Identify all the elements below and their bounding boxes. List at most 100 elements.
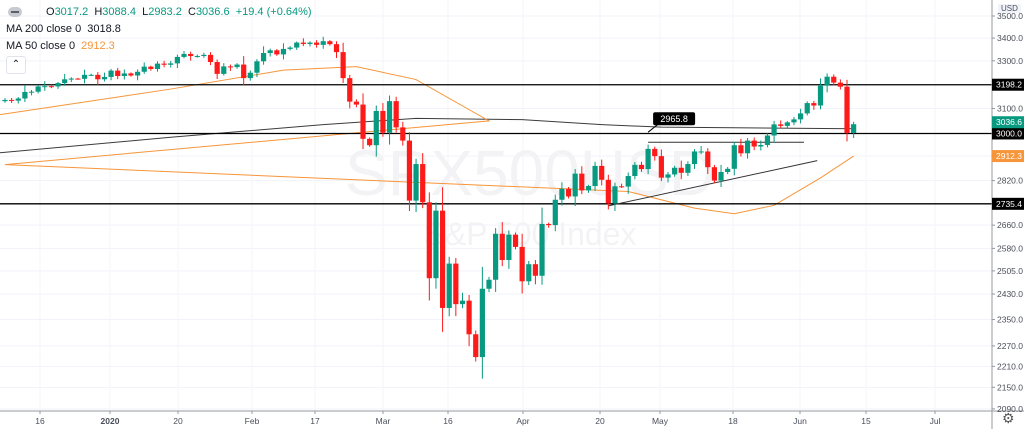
candle [512, 232, 519, 250]
candle-body [294, 42, 300, 48]
candle-body [532, 264, 538, 276]
candle-body [380, 110, 386, 133]
ma50-line [0, 66, 854, 215]
time-tick-label: 20 [173, 416, 183, 426]
candle [42, 81, 48, 91]
ma50-label: MA 50 close 0 [6, 40, 76, 52]
time-tick-label: Mar [376, 416, 391, 426]
candle-body [817, 85, 824, 106]
trendline [608, 160, 818, 207]
candle-body [214, 61, 220, 74]
candle [101, 72, 108, 82]
candle-body [400, 127, 406, 141]
candle-body [373, 110, 379, 146]
candle-body [691, 151, 698, 165]
candle [22, 85, 28, 102]
candle [260, 46, 267, 65]
close-value: 3036.6 [195, 6, 230, 18]
ma50-price-tag-bg [992, 150, 1024, 163]
gear-icon[interactable]: ⚙ [1002, 410, 1015, 426]
price-tick-label: 2660.0 [997, 220, 1023, 230]
candle-body [784, 122, 790, 126]
price-tick-label: 2210.0 [997, 361, 1023, 371]
candle [48, 84, 55, 89]
candle [95, 72, 101, 85]
candle [221, 63, 227, 76]
candle [744, 138, 751, 159]
ohlc-values: O3017.2 H3088.4 L2983.2 C3036.6 +19.4 (+… [46, 6, 312, 18]
candle-body [493, 233, 499, 280]
candle [665, 172, 671, 183]
candle [804, 101, 810, 116]
candle-body [479, 288, 485, 358]
candle [784, 121, 790, 129]
candle-body [546, 223, 552, 226]
time-tick-label: Jul [930, 416, 941, 426]
candle [446, 256, 452, 317]
candle-body [188, 53, 194, 57]
candle [227, 64, 234, 71]
candle [68, 77, 74, 83]
candle-body [161, 63, 167, 65]
ma50-legend[interactable]: MA 50 close 0 2912.3 [6, 40, 115, 52]
level-price-tag: 2735.4 [996, 199, 1022, 209]
candle-body [804, 103, 810, 114]
candle-body [539, 223, 545, 276]
candle-body [605, 179, 611, 204]
candle-body [327, 41, 333, 45]
annotation-label: 2965.8 [660, 114, 688, 124]
candle-body [658, 156, 664, 178]
candle-body [831, 76, 837, 83]
candle [725, 166, 731, 175]
candle-body [824, 76, 830, 86]
candle [718, 164, 724, 187]
candle [135, 69, 141, 81]
candle [174, 54, 180, 69]
candle-body [101, 76, 108, 80]
time-tick-label: 15 [861, 416, 871, 426]
candle [201, 52, 207, 58]
candle-body [62, 79, 68, 84]
candle-body [115, 70, 121, 76]
candle [386, 95, 393, 145]
candle-body [473, 334, 479, 358]
candle [539, 207, 545, 285]
price-tick-label: 2820.0 [997, 176, 1023, 186]
hide-legend-icon[interactable] [8, 7, 22, 17]
candle-body [386, 101, 393, 133]
candle [632, 162, 638, 180]
candle-body [844, 86, 850, 133]
candle-body [685, 164, 691, 173]
price-tick-label: 2430.0 [997, 289, 1023, 299]
time-tick-label: 17 [310, 416, 320, 426]
candle [652, 146, 658, 161]
price-tick-label: 3500.0 [997, 11, 1023, 21]
candle-body [625, 176, 631, 187]
candle-body [28, 91, 35, 93]
candle-body [751, 140, 757, 147]
high-label: H [94, 6, 103, 18]
chevron-up-icon[interactable]: ⌃ [6, 56, 26, 74]
candle [439, 187, 446, 332]
price-tick-label: 2580.0 [997, 243, 1023, 253]
candle-body [632, 164, 638, 177]
candle-body [35, 86, 41, 92]
ma200-legend[interactable]: MA 200 close 0 3018.8 [6, 23, 121, 35]
candle-body [678, 167, 684, 173]
candle [88, 73, 94, 77]
candle [625, 172, 631, 194]
price-tick-label: 3100.0 [997, 103, 1023, 113]
candle-body [135, 71, 141, 76]
candle [340, 42, 346, 84]
candle [466, 294, 472, 347]
candle [585, 184, 592, 193]
candle-body [201, 54, 207, 57]
candle-body [486, 279, 492, 289]
candle [758, 140, 764, 151]
time-tick-label: 16 [35, 416, 45, 426]
candle [241, 56, 247, 86]
level-price-tag: 3000.0 [996, 128, 1022, 138]
candle [771, 120, 777, 143]
candle-body [851, 124, 857, 133]
